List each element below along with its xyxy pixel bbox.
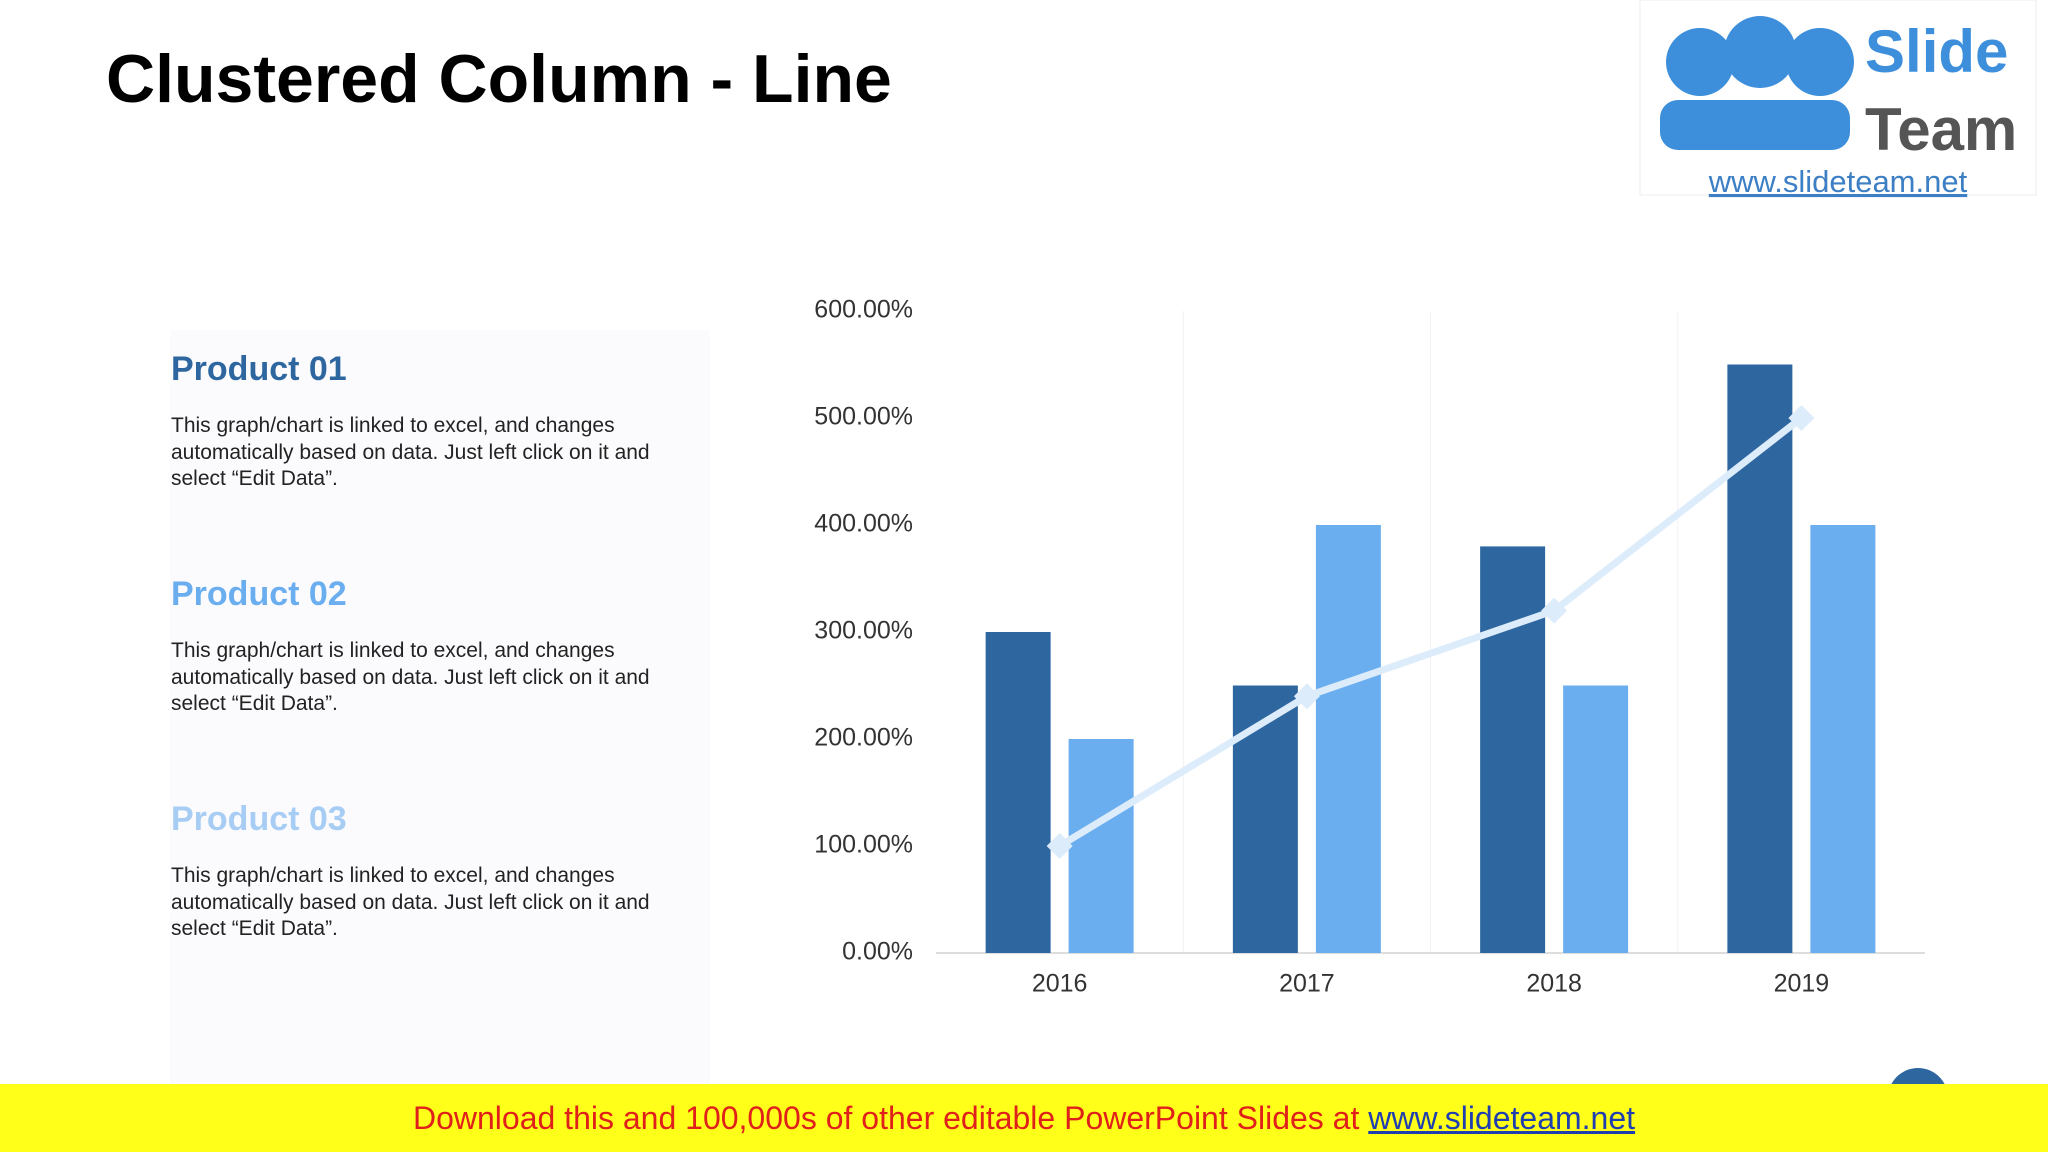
y-tick-label: 200.00% (814, 724, 913, 752)
marker (1293, 683, 1320, 710)
legend-entry: Product 01 (171, 350, 347, 388)
bar (1480, 546, 1546, 953)
x-tick-label: 2019 (1774, 970, 1830, 998)
legend-entry: Product 02 (171, 575, 347, 613)
bar (1563, 685, 1629, 953)
y-tick-label: 600.00% (814, 296, 913, 324)
logo: Slide Team www.slideteam.net (1639, 0, 2037, 199)
marker (1046, 833, 1073, 859)
y-tick-label: 400.00% (814, 510, 913, 538)
bar (1232, 685, 1298, 953)
bar (1068, 739, 1134, 953)
bar (1727, 364, 1793, 953)
panel-bg (170, 330, 710, 1090)
logo-url: www.slideteam.net (1708, 164, 1968, 199)
note: This graph/chart is linked to excel, and… (171, 864, 650, 940)
x-tick-label: 2016 (1032, 970, 1088, 998)
line (1057, 415, 1804, 849)
banner: Download this and 100,000s of other edit… (0, 1084, 2048, 1152)
x-tick-label: 2017 (1279, 970, 1335, 998)
logo-text: Slide (1865, 18, 2008, 85)
x-tick-label: 2018 (1526, 970, 1582, 998)
banner-link[interactable]: www.slideteam.net (1368, 1100, 1636, 1136)
banner-text: Download this and 100,000s of other edit… (412, 1100, 1360, 1136)
y-tick-label: 300.00% (814, 617, 913, 645)
legend-entry: Product 03 (171, 800, 347, 838)
note: This graph/chart is linked to excel, and… (171, 639, 650, 715)
y-tick-label: 100.00% (814, 831, 913, 859)
y-tick-label: 500.00% (814, 403, 913, 431)
title: Clustered Column - Line (106, 41, 892, 117)
bar (985, 632, 1051, 953)
marker (1541, 597, 1568, 624)
marker (1788, 405, 1815, 431)
logo-text: Team (1865, 96, 2017, 163)
y-tick-label: 0.00% (842, 938, 913, 966)
note: This graph/chart is linked to excel, and… (171, 414, 650, 490)
bar (1315, 525, 1381, 953)
bar (1810, 525, 1876, 953)
